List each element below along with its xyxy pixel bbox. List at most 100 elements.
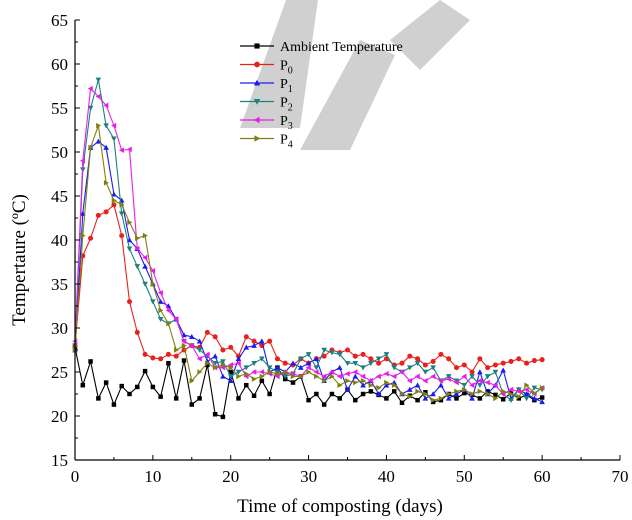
data-point [142, 232, 148, 239]
data-point [484, 374, 491, 380]
data-point [220, 364, 226, 371]
y-tick-label: 35 [51, 275, 68, 294]
data-point [352, 360, 359, 366]
legend-entry: P4 [240, 133, 293, 151]
data-point [150, 281, 156, 287]
legend-marker [253, 98, 261, 105]
data-point [500, 391, 506, 397]
data-point [173, 353, 179, 359]
data-point [111, 122, 117, 129]
data-point [259, 373, 265, 380]
data-point [477, 382, 483, 388]
series-5 [72, 122, 545, 403]
data-point [477, 388, 483, 395]
data-point [188, 334, 195, 340]
data-point [95, 93, 101, 100]
data-point [220, 362, 226, 368]
data-point [306, 397, 311, 403]
data-point [297, 364, 304, 370]
data-point [383, 352, 390, 358]
data-point [135, 384, 140, 390]
data-point [259, 356, 265, 362]
data-point [88, 144, 94, 151]
legend-marker [254, 135, 261, 142]
data-point [516, 396, 522, 401]
y-tick-label: 50 [51, 143, 68, 162]
data-point [196, 347, 203, 353]
data-point [469, 374, 475, 380]
data-point [321, 402, 327, 407]
data-point [477, 356, 483, 362]
data-point [251, 342, 257, 348]
data-point [469, 382, 475, 388]
data-point [251, 393, 257, 398]
data-point [220, 414, 226, 420]
data-point [383, 370, 389, 377]
data-point [531, 395, 538, 401]
data-point [87, 85, 93, 92]
data-point [406, 365, 413, 371]
data-point [336, 364, 343, 370]
legend-label: P1 [280, 77, 293, 95]
x-axis-title: Time of composting (days) [237, 496, 443, 517]
data-point [150, 355, 156, 361]
data-point [492, 362, 498, 368]
data-point [438, 382, 444, 388]
data-point [274, 356, 280, 362]
data-point [127, 391, 132, 397]
data-point [344, 386, 351, 392]
y-tick-label: 40 [51, 231, 68, 250]
y-tick-label: 65 [51, 11, 68, 30]
series-line [74, 203, 543, 373]
data-point [236, 373, 242, 380]
data-point [445, 374, 452, 380]
data-point [422, 362, 428, 368]
data-point [181, 342, 187, 349]
legend-label: Ambient Temperature [280, 40, 403, 55]
data-point [251, 360, 257, 366]
data-point [353, 379, 359, 386]
legend-marker [254, 43, 260, 49]
data-point [430, 399, 436, 405]
data-point [508, 391, 514, 397]
data-point [305, 360, 312, 366]
data-point [329, 350, 335, 356]
data-point [515, 388, 522, 395]
data-point [220, 359, 226, 365]
data-point [126, 246, 133, 252]
data-point [126, 299, 133, 305]
data-point [337, 382, 343, 388]
data-point [134, 246, 140, 252]
data-point [352, 353, 358, 359]
data-point [95, 212, 101, 218]
data-point [368, 360, 374, 366]
data-point [445, 395, 452, 401]
data-point [539, 399, 545, 405]
data-point [282, 360, 288, 366]
data-point [414, 360, 421, 366]
legend-label: P2 [280, 96, 293, 114]
data-point [290, 373, 296, 380]
data-point [259, 369, 265, 375]
data-point [212, 412, 218, 417]
data-point [251, 376, 257, 382]
data-point [244, 382, 249, 388]
data-point [314, 373, 320, 380]
data-point [313, 369, 319, 375]
data-point [251, 369, 257, 375]
data-point [118, 147, 124, 154]
y-tick-label: 30 [51, 319, 68, 338]
series-line [74, 347, 543, 418]
data-point [469, 391, 475, 397]
data-point [461, 373, 467, 380]
data-point [103, 123, 109, 129]
data-point [454, 388, 460, 395]
data-point [391, 373, 397, 380]
data-point [80, 382, 86, 388]
x-tick-label: 50 [456, 467, 473, 486]
data-point [205, 360, 211, 366]
data-point [438, 378, 444, 384]
legend-entry: P0 [240, 59, 293, 77]
data-point [423, 390, 428, 395]
data-point [516, 393, 522, 400]
